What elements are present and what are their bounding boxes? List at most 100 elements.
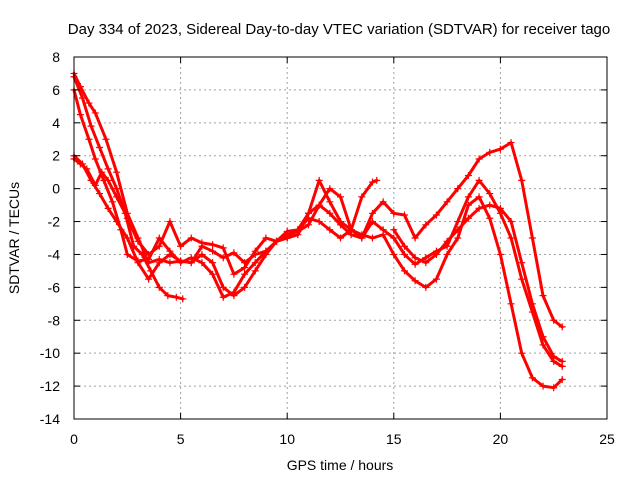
data-point	[518, 259, 526, 267]
data-point	[443, 237, 451, 245]
data-point	[102, 135, 110, 143]
data-point	[121, 209, 129, 217]
data-point	[113, 185, 121, 193]
data-point	[475, 176, 483, 184]
data-point	[294, 226, 302, 234]
data-point	[390, 250, 398, 258]
data-point	[432, 211, 440, 219]
chart-title: Day 334 of 2023, Sidereal Day-to-day VTE…	[68, 21, 610, 38]
data-point	[475, 204, 483, 212]
data-point	[422, 259, 430, 267]
y-axis-ticks: -14 -12 -10 -8 -6 -4 -2 0 2 4 6 8	[40, 49, 607, 427]
data-point	[91, 155, 99, 163]
data-point	[209, 259, 217, 267]
x-tick-label: 10	[279, 431, 295, 447]
y-tick-label: 8	[52, 49, 60, 65]
data-point	[464, 193, 472, 201]
data-point	[145, 275, 153, 283]
data-point	[113, 218, 121, 226]
data-point	[91, 109, 99, 117]
data-point	[108, 198, 116, 206]
data-point	[486, 148, 494, 156]
data-point	[411, 260, 419, 268]
data-point	[486, 214, 494, 222]
data-point	[496, 204, 504, 212]
y-tick-label: 4	[52, 115, 60, 131]
data-point	[283, 234, 291, 242]
data-point	[305, 209, 313, 217]
y-tick-label: 2	[52, 148, 60, 164]
data-point	[104, 176, 112, 184]
data-point	[230, 292, 238, 300]
data-point	[198, 259, 206, 267]
data-point	[166, 259, 174, 267]
data-point	[486, 201, 494, 209]
data-point	[305, 221, 313, 229]
data-point	[539, 382, 547, 390]
data-point	[432, 250, 440, 258]
data-point	[251, 259, 259, 267]
y-tick-label: -12	[40, 378, 60, 394]
data-point	[496, 250, 504, 258]
data-point	[358, 231, 366, 239]
data-point	[558, 357, 566, 365]
data-point	[422, 283, 430, 291]
data-point	[368, 218, 376, 226]
data-point	[347, 226, 355, 234]
data-point	[198, 239, 206, 247]
data-point	[464, 201, 472, 209]
data-point	[251, 267, 259, 275]
data-point	[368, 178, 376, 186]
y-tick-label: -8	[48, 312, 61, 328]
data-point	[262, 250, 270, 258]
data-point	[315, 218, 323, 226]
series-line	[72, 72, 564, 329]
data-point	[96, 190, 104, 198]
series-line	[72, 75, 564, 368]
data-series	[70, 69, 566, 392]
data-point	[400, 242, 408, 250]
data-point	[539, 292, 547, 300]
data-point	[518, 349, 526, 357]
data-point	[155, 242, 163, 250]
data-point	[241, 270, 249, 278]
data-point	[539, 333, 547, 341]
data-point	[83, 165, 91, 173]
data-point	[187, 259, 195, 267]
data-point	[172, 293, 180, 301]
data-point	[400, 267, 408, 275]
data-point	[507, 300, 515, 308]
y-tick-label: 6	[52, 82, 60, 98]
data-point	[262, 234, 270, 242]
data-point	[558, 323, 566, 331]
series-line	[72, 88, 379, 299]
data-point	[326, 198, 334, 206]
data-point	[411, 234, 419, 242]
data-point	[454, 218, 462, 226]
data-point	[87, 122, 95, 130]
data-point	[251, 247, 259, 255]
data-point	[134, 259, 142, 267]
data-point	[528, 234, 536, 242]
data-point	[166, 250, 174, 258]
y-axis-label: SDTVAR / TECUs	[6, 182, 22, 294]
data-point	[379, 231, 387, 239]
data-point	[390, 209, 398, 217]
data-point	[164, 292, 172, 300]
data-point	[79, 94, 87, 102]
data-point	[550, 316, 558, 324]
data-point	[326, 226, 334, 234]
data-point	[198, 250, 206, 258]
data-point	[230, 249, 238, 257]
data-point	[166, 218, 174, 226]
data-point	[85, 135, 93, 143]
data-point	[550, 352, 558, 360]
data-point	[326, 185, 334, 193]
data-point	[539, 341, 547, 349]
data-point	[177, 257, 185, 265]
series-track-4	[70, 152, 566, 392]
data-point	[486, 190, 494, 198]
data-point	[273, 237, 281, 245]
data-point	[518, 176, 526, 184]
